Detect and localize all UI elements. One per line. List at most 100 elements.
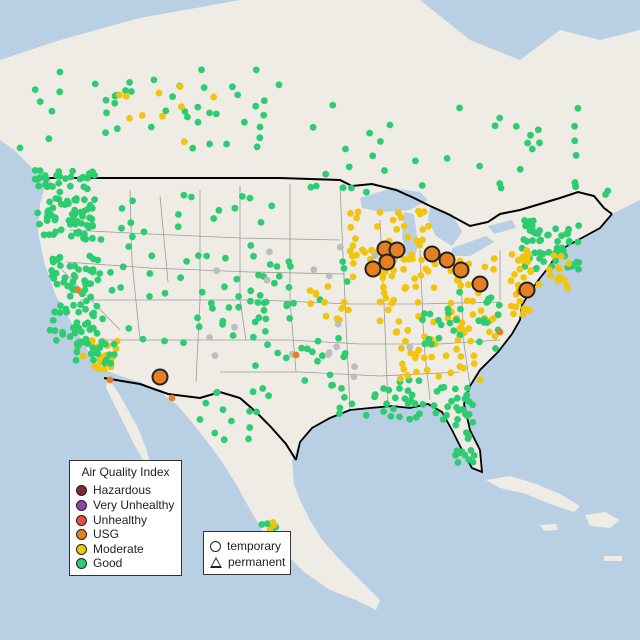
monitor-point[interactable] bbox=[260, 111, 268, 119]
monitor-point[interactable] bbox=[82, 335, 90, 343]
monitor-point[interactable] bbox=[287, 262, 294, 270]
monitor-point[interactable] bbox=[535, 281, 543, 288]
monitor-point[interactable] bbox=[56, 188, 64, 196]
monitor-point[interactable] bbox=[63, 308, 71, 316]
monitor-point[interactable] bbox=[386, 121, 394, 129]
monitor-point[interactable] bbox=[262, 328, 269, 335]
monitor-point[interactable] bbox=[273, 263, 281, 270]
monitor-point[interactable] bbox=[400, 222, 408, 230]
monitor-point[interactable] bbox=[107, 360, 115, 367]
monitor-point[interactable] bbox=[36, 220, 43, 228]
monitor-point[interactable] bbox=[215, 206, 223, 214]
monitor-point[interactable] bbox=[177, 274, 185, 282]
monitor-point[interactable] bbox=[469, 419, 477, 426]
monitor-point[interactable] bbox=[457, 353, 465, 360]
monitor-point[interactable] bbox=[476, 162, 483, 170]
monitor-point[interactable] bbox=[303, 345, 311, 353]
monitor-point[interactable] bbox=[326, 371, 334, 379]
monitor-point[interactable] bbox=[397, 375, 404, 382]
monitor-point[interactable] bbox=[169, 93, 177, 100]
monitor-point[interactable] bbox=[371, 391, 379, 399]
monitor-point[interactable] bbox=[308, 348, 316, 356]
monitor-point[interactable] bbox=[66, 182, 74, 190]
monitor-point[interactable] bbox=[366, 129, 373, 137]
monitor-point[interactable] bbox=[423, 366, 431, 374]
monitor-point[interactable] bbox=[46, 198, 53, 206]
monitor-point[interactable] bbox=[354, 208, 362, 216]
monitor-point[interactable] bbox=[575, 265, 582, 273]
monitor-point[interactable] bbox=[268, 202, 276, 210]
monitor-point[interactable] bbox=[322, 170, 330, 178]
monitor-point[interactable] bbox=[102, 340, 109, 348]
monitor-point[interactable] bbox=[516, 265, 524, 273]
monitor-point[interactable] bbox=[415, 377, 423, 385]
monitor-point[interactable] bbox=[46, 182, 54, 190]
monitor-point[interactable] bbox=[66, 221, 74, 228]
monitor-point[interactable] bbox=[189, 144, 197, 152]
monitor-point[interactable] bbox=[389, 216, 397, 224]
monitor-point[interactable] bbox=[257, 219, 265, 226]
monitor-point[interactable] bbox=[361, 249, 369, 256]
monitor-point[interactable] bbox=[420, 354, 428, 362]
monitor-point[interactable] bbox=[336, 410, 343, 417]
monitor-point[interactable] bbox=[307, 183, 315, 191]
monitor-point[interactable] bbox=[536, 227, 543, 234]
monitor-point[interactable] bbox=[520, 236, 528, 243]
monitor-point[interactable] bbox=[31, 86, 39, 93]
monitor-point[interactable] bbox=[81, 196, 88, 204]
monitor-point[interactable] bbox=[55, 179, 63, 187]
monitor-point[interactable] bbox=[119, 263, 127, 271]
monitor-point[interactable] bbox=[476, 338, 483, 346]
monitor-point[interactable] bbox=[147, 123, 155, 131]
monitor-point[interactable] bbox=[79, 212, 86, 220]
monitor-point[interactable] bbox=[206, 140, 214, 148]
monitor-point[interactable] bbox=[229, 332, 237, 339]
monitor-point[interactable] bbox=[454, 336, 462, 344]
monitor-point[interactable] bbox=[265, 392, 272, 400]
monitor-point[interactable] bbox=[301, 377, 309, 384]
monitor-point[interactable] bbox=[87, 293, 95, 301]
monitor-point[interactable] bbox=[575, 258, 583, 266]
monitor-point[interactable] bbox=[428, 353, 435, 361]
monitor-point[interactable] bbox=[391, 394, 399, 402]
monitor-point[interactable] bbox=[228, 417, 235, 425]
monitor-point[interactable] bbox=[256, 292, 264, 299]
monitor-point[interactable] bbox=[50, 231, 57, 238]
monitor-point[interactable] bbox=[126, 115, 133, 122]
monitor-point[interactable] bbox=[571, 179, 579, 186]
monitor-point[interactable] bbox=[345, 306, 352, 314]
monitor-point[interactable] bbox=[76, 338, 83, 346]
monitor-point[interactable] bbox=[575, 222, 583, 230]
monitor-point[interactable] bbox=[309, 123, 317, 131]
monitor-point[interactable] bbox=[82, 235, 90, 243]
monitor-point[interactable] bbox=[475, 317, 483, 325]
monitor-point[interactable] bbox=[307, 300, 314, 307]
monitor-point[interactable] bbox=[545, 231, 552, 239]
monitor-point[interactable] bbox=[401, 395, 409, 402]
monitor-point[interactable] bbox=[321, 298, 328, 306]
monitor-point[interactable] bbox=[79, 352, 87, 360]
monitor-point[interactable] bbox=[100, 366, 108, 373]
temporary-monitor-usg[interactable] bbox=[423, 245, 441, 263]
monitor-point[interactable] bbox=[252, 362, 259, 369]
monitor-point[interactable] bbox=[89, 234, 96, 242]
monitor-point[interactable] bbox=[572, 151, 580, 159]
monitor-point[interactable] bbox=[220, 436, 228, 444]
monitor-point[interactable] bbox=[115, 91, 123, 99]
monitor-point[interactable] bbox=[283, 302, 291, 310]
monitor-point[interactable] bbox=[409, 255, 416, 263]
monitor-point[interactable] bbox=[439, 416, 447, 423]
monitor-point[interactable] bbox=[79, 173, 87, 181]
monitor-point[interactable] bbox=[419, 236, 426, 244]
monitor-point[interactable] bbox=[557, 252, 565, 260]
monitor-point[interactable] bbox=[235, 293, 243, 300]
monitor-point[interactable] bbox=[40, 231, 48, 239]
monitor-point[interactable] bbox=[74, 286, 82, 294]
monitor-point[interactable] bbox=[424, 268, 432, 275]
monitor-point[interactable] bbox=[200, 84, 208, 91]
monitor-point[interactable] bbox=[368, 246, 375, 254]
monitor-point[interactable] bbox=[146, 293, 153, 300]
monitor-point[interactable] bbox=[91, 171, 98, 179]
monitor-point[interactable] bbox=[91, 196, 98, 204]
monitor-point[interactable] bbox=[469, 311, 477, 318]
